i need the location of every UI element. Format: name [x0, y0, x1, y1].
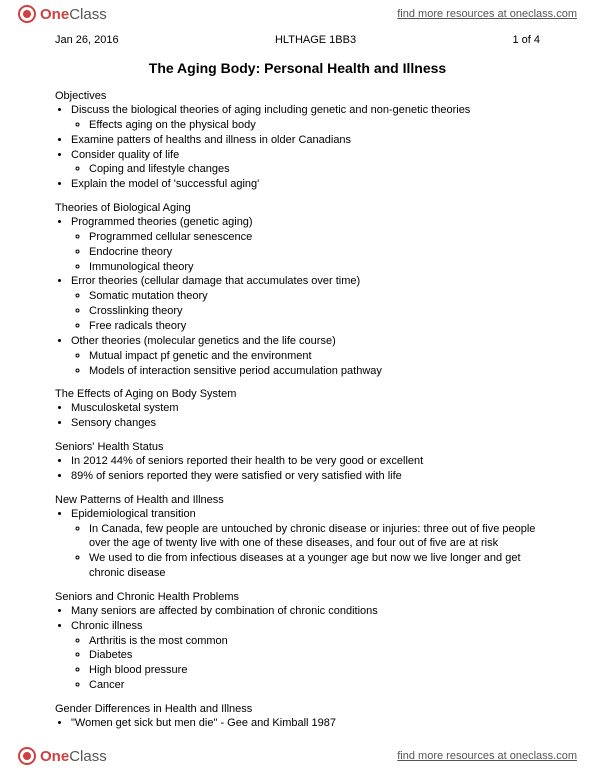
section-heading: Objectives	[55, 90, 540, 102]
list-item: Chronic illnessArthritis is the most com…	[71, 619, 540, 693]
find-resources-link-footer[interactable]: find more resources at oneclass.com	[397, 750, 577, 762]
section-heading: Seniors and Chronic Health Problems	[55, 591, 540, 603]
list-item: Explain the model of 'successful aging'	[71, 177, 540, 192]
section-heading: New Patterns of Health and Illness	[55, 494, 540, 506]
list-item: Cancer	[89, 678, 540, 693]
list-item: Models of interaction sensitive period a…	[89, 364, 540, 379]
find-resources-link[interactable]: find more resources at oneclass.com	[397, 8, 577, 20]
sub-list: Somatic mutation theoryCrosslinking theo…	[71, 289, 540, 334]
sub-list: Coping and lifestyle changes	[71, 162, 540, 177]
list-item: Other theories (molecular genetics and t…	[71, 334, 540, 379]
section-list: Many seniors are affected by combination…	[55, 604, 540, 693]
meta-date: Jan 26, 2016	[55, 34, 119, 46]
list-item: Immunological theory	[89, 260, 540, 275]
section-heading: Seniors' Health Status	[55, 441, 540, 453]
brand-logo: OneClass	[18, 5, 107, 23]
sections-root: ObjectivesDiscuss the biological theorie…	[55, 90, 540, 731]
list-item: Somatic mutation theory	[89, 289, 540, 304]
list-item: We used to die from infectious diseases …	[89, 551, 540, 581]
list-item: Endocrine theory	[89, 245, 540, 260]
section-heading: Theories of Biological Aging	[55, 202, 540, 214]
meta-course: HLTHAGE 1BB3	[275, 34, 356, 46]
list-item: In 2012 44% of seniors reported their he…	[71, 454, 540, 469]
list-item: Crosslinking theory	[89, 304, 540, 319]
section-list: In 2012 44% of seniors reported their he…	[55, 454, 540, 484]
sub-list: Effects aging on the physical body	[71, 118, 540, 133]
list-item: Consider quality of lifeCoping and lifes…	[71, 148, 540, 178]
list-item: Coping and lifestyle changes	[89, 162, 540, 177]
sub-list: In Canada, few people are untouched by c…	[71, 522, 540, 581]
section-heading: Gender Differences in Health and Illness	[55, 703, 540, 715]
list-item: Mutual impact pf genetic and the environ…	[89, 349, 540, 364]
list-item: Discuss the biological theories of aging…	[71, 103, 540, 133]
section-list: "Women get sick but men die" - Gee and K…	[55, 716, 540, 731]
sub-list: Arthritis is the most commonDiabetesHigh…	[71, 634, 540, 693]
meta-page: 1 of 4	[512, 34, 540, 46]
brand-logo-footer: OneClass	[18, 747, 107, 765]
list-item: "Women get sick but men die" - Gee and K…	[71, 716, 540, 731]
list-item: Programmed cellular senescence	[89, 230, 540, 245]
list-item: Arthritis is the most common	[89, 634, 540, 649]
list-item: Sensory changes	[71, 416, 540, 431]
logo-text: OneClass	[40, 748, 107, 765]
meta-row: Jan 26, 2016 HLTHAGE 1BB3 1 of 4	[55, 34, 540, 46]
list-item: Diabetes	[89, 648, 540, 663]
section-list: Musculosketal systemSensory changes	[55, 401, 540, 431]
logo-icon	[18, 5, 36, 23]
list-item: In Canada, few people are untouched by c…	[89, 522, 540, 552]
list-item: Programmed theories (genetic aging)Progr…	[71, 215, 540, 274]
section-list: Programmed theories (genetic aging)Progr…	[55, 215, 540, 378]
header-bar: OneClass find more resources at oneclass…	[0, 0, 595, 28]
list-item: High blood pressure	[89, 663, 540, 678]
page-title: The Aging Body: Personal Health and Illn…	[55, 60, 540, 76]
footer-bar: OneClass find more resources at oneclass…	[0, 742, 595, 770]
list-item: Error theories (cellular damage that acc…	[71, 274, 540, 333]
section-list: Discuss the biological theories of aging…	[55, 103, 540, 192]
logo-icon	[18, 747, 36, 765]
list-item: 89% of seniors reported they were satisf…	[71, 469, 540, 484]
sub-list: Mutual impact pf genetic and the environ…	[71, 349, 540, 379]
list-item: Musculosketal system	[71, 401, 540, 416]
list-item: Examine patters of healths and illness i…	[71, 133, 540, 148]
section-list: Epidemiological transitionIn Canada, few…	[55, 507, 540, 581]
list-item: Free radicals theory	[89, 319, 540, 334]
list-item: Many seniors are affected by combination…	[71, 604, 540, 619]
logo-text: OneClass	[40, 6, 107, 23]
section-heading: The Effects of Aging on Body System	[55, 388, 540, 400]
list-item: Effects aging on the physical body	[89, 118, 540, 133]
page-content: Jan 26, 2016 HLTHAGE 1BB3 1 of 4 The Agi…	[55, 34, 540, 736]
sub-list: Programmed cellular senescenceEndocrine …	[71, 230, 540, 275]
list-item: Epidemiological transitionIn Canada, few…	[71, 507, 540, 581]
